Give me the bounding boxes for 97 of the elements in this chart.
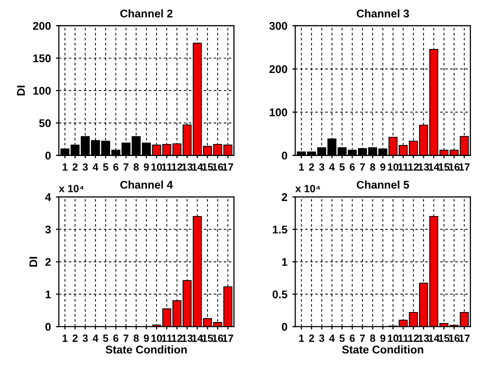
x-tick-label: 13 [418, 163, 429, 171]
x-tick-label: 10 [388, 163, 398, 171]
x-tick-label: 8 [370, 163, 376, 171]
chart-title: Channel 2 [120, 9, 172, 18]
x-tick-label: 17 [222, 163, 234, 171]
x-tick-label: 3 [82, 163, 88, 171]
y-tick-label: 1 [46, 290, 51, 298]
x-tick-label: 5 [340, 163, 345, 171]
x-tick-label: 17 [459, 334, 470, 342]
y-axis-title: DI [17, 86, 25, 96]
x-tick-label: 14 [428, 334, 440, 342]
x-tick-label: 8 [370, 334, 376, 342]
x-tick-label: 13 [182, 334, 193, 342]
chart-title: Channel 5 [356, 180, 410, 189]
x-tick-label: 4 [329, 334, 335, 342]
x-tick-label: 6 [113, 334, 118, 342]
x-tick-label: 16 [212, 334, 224, 342]
y-tick-label: 2 [45, 258, 51, 266]
x-tick-label: 1 [62, 334, 68, 342]
y-tick-label: 0 [282, 322, 288, 331]
x-tick-label: 3 [319, 163, 324, 171]
x-tick-label: 10 [388, 334, 398, 342]
y-tick-label: 150 [33, 54, 51, 62]
x-tick-label: 12 [408, 163, 419, 171]
x-tick-label: 7 [360, 163, 365, 171]
x-tick-label: 10 [151, 163, 162, 171]
x-tick-label: 3 [319, 334, 324, 342]
x-tick-label: 16 [448, 334, 460, 342]
x-tick-label: 5 [340, 334, 345, 342]
x-tick-label: 14 [192, 334, 204, 342]
x-tick-label: 2 [72, 163, 78, 171]
y-tick-label: 2 [282, 193, 288, 201]
y-tick-label: 200 [33, 22, 51, 30]
x-tick-label: 15 [438, 334, 450, 342]
y-tick-label: 1.5 [272, 226, 288, 234]
x-tick-label: 3 [82, 334, 88, 342]
x-tick-label: 6 [350, 163, 355, 171]
text: x 10⁴ [58, 184, 84, 192]
x-tick-label: 9 [380, 334, 386, 342]
x-tick-label: 4 [329, 163, 335, 171]
y-tick-label: 0 [282, 152, 288, 160]
x-tick-label: 5 [103, 334, 108, 342]
x-tick-label: 8 [134, 163, 139, 171]
x-tick-label: 2 [309, 334, 314, 342]
x-tick-label: 1 [62, 163, 68, 171]
x-tick-label: 12 [172, 334, 182, 342]
x-tick-label: 5 [103, 163, 108, 171]
y-axis-title: DI [29, 256, 38, 267]
x-tick-label: 6 [350, 334, 355, 342]
x-tick-label: 17 [459, 163, 470, 171]
x-tick-label: 14 [192, 163, 204, 171]
y-tick-label: 3 [45, 226, 51, 234]
x-tick-label: 15 [438, 163, 450, 171]
x-tick-label: 4 [92, 334, 98, 342]
text: x 10⁴ [295, 184, 320, 192]
x-tick-label: 9 [380, 163, 386, 171]
x-tick-label: 6 [113, 163, 118, 171]
x-tick-label: 1 [299, 334, 304, 342]
x-tick-label: 17 [222, 334, 234, 342]
x-tick-label: 4 [92, 163, 98, 171]
x-tick-label: 13 [418, 334, 429, 342]
x-tick-label: 7 [360, 334, 365, 342]
x-axis-title: State Condition [342, 345, 424, 354]
x-tick-label: 11 [398, 163, 408, 171]
x-tick-label: 9 [144, 163, 149, 171]
y-tick-label: 1 [282, 258, 288, 266]
x-tick-label: 13 [182, 163, 193, 171]
x-tick-label: 7 [124, 334, 128, 342]
x-tick-label: 12 [172, 163, 182, 171]
chart-title: Channel 4 [120, 180, 173, 189]
y-tick-label: 4 [45, 193, 52, 201]
y-tick-label: 0.5 [272, 290, 288, 298]
x-tick-label: 16 [448, 163, 460, 171]
x-tick-label: 7 [124, 163, 128, 171]
x-tick-label: 14 [428, 163, 440, 171]
x-tick-label: 2 [72, 334, 78, 342]
x-tick-label: 15 [202, 163, 213, 171]
x-tick-label: 11 [162, 163, 172, 171]
y-tick-label: 100 [270, 108, 288, 116]
x-tick-label: 15 [202, 334, 213, 342]
y-tick-label: 300 [269, 22, 288, 30]
x-tick-label: 11 [162, 334, 172, 342]
x-axis-title: State Condition [106, 345, 187, 354]
x-tick-label: 2 [309, 163, 314, 171]
y-tick-label: 0 [45, 322, 51, 331]
y-tick-label: 0 [45, 152, 51, 160]
x-tick-label: 10 [151, 334, 162, 342]
chart-title: Channel 3 [356, 9, 409, 18]
x-tick-label: 9 [144, 334, 149, 342]
x-tick-label: 8 [134, 334, 139, 342]
x-tick-label: 1 [299, 163, 304, 171]
y-tick-label: 50 [39, 119, 51, 128]
x-tick-label: 11 [398, 334, 408, 342]
x-tick-label: 16 [212, 163, 224, 171]
y-tick-label: 100 [33, 86, 51, 95]
x-tick-label: 12 [408, 334, 419, 342]
y-tick-label: 200 [269, 65, 288, 74]
